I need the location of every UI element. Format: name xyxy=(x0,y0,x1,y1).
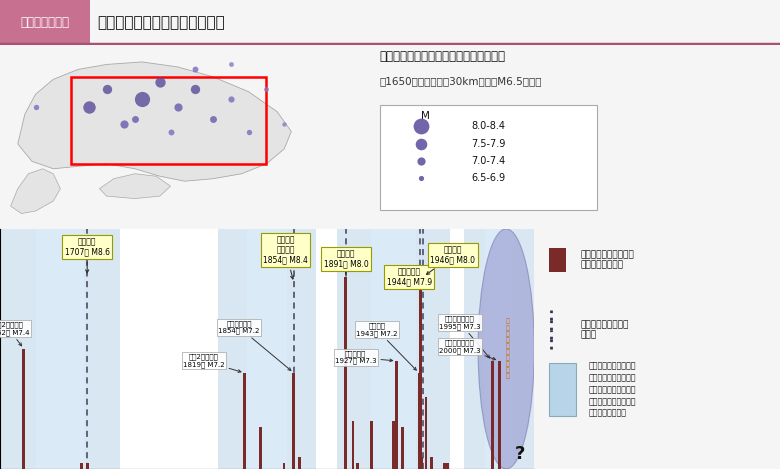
Text: 領域内で発生した地震
高さはＭの大きさ: 領域内で発生した地震 高さはＭの大きさ xyxy=(581,250,635,270)
Point xyxy=(118,121,130,128)
Bar xyxy=(417,373,420,469)
Text: 東南海，南海地震の
発生年: 東南海，南海地震の 発生年 xyxy=(581,320,629,340)
Text: （1650年以降，深さ30km以浅，M6.5以上）: （1650年以降，深さ30km以浅，M6.5以上） xyxy=(380,76,542,86)
Polygon shape xyxy=(18,62,291,181)
Text: 兵庫県南部地震
1995年 M7.3: 兵庫県南部地震 1995年 M7.3 xyxy=(439,315,490,358)
Text: 鳥取県西部地震
2000年 M7.3: 鳥取県西部地震 2000年 M7.3 xyxy=(439,340,495,360)
Point xyxy=(154,78,166,85)
Bar xyxy=(491,361,494,469)
Bar xyxy=(23,349,25,469)
Text: 次
期
東
南
海
・
南
海
地
震: 次 期 東 南 海 ・ 南 海 地 震 xyxy=(505,319,509,379)
Bar xyxy=(424,397,427,469)
Bar xyxy=(370,421,373,469)
Point xyxy=(136,96,148,103)
Bar xyxy=(292,373,296,469)
Bar xyxy=(243,373,246,469)
Point xyxy=(415,140,427,147)
Bar xyxy=(298,457,301,469)
Bar xyxy=(431,457,433,469)
Bar xyxy=(352,421,354,469)
Text: 昭和南海
1946年 M8.0: 昭和南海 1946年 M8.0 xyxy=(427,245,475,274)
Bar xyxy=(247,229,287,469)
Bar xyxy=(395,361,398,469)
Point xyxy=(30,103,42,110)
Text: 6.5-6.9: 6.5-6.9 xyxy=(471,174,505,183)
Text: 昭和東南海
1944年 M7.9: 昭和東南海 1944年 M7.9 xyxy=(387,267,431,287)
Text: 北丹後地震
1927年 M7.3: 北丹後地震 1927年 M7.3 xyxy=(335,350,392,364)
Text: 寛文2年の地震
1662年 M7.4: 寛文2年の地震 1662年 M7.4 xyxy=(0,321,29,346)
Bar xyxy=(401,427,403,469)
Point xyxy=(189,66,201,73)
FancyBboxPatch shape xyxy=(0,0,90,45)
Point xyxy=(261,85,273,93)
Point xyxy=(172,103,184,110)
Text: 文政2年の地震
1819年 M7.2: 文政2年の地震 1819年 M7.2 xyxy=(183,354,241,372)
Point xyxy=(415,157,427,165)
Text: M: M xyxy=(421,111,431,121)
Point xyxy=(243,128,255,135)
Bar xyxy=(549,248,566,272)
Text: 西日本の内陸で発生した地震の震央分布: 西日本の内陸で発生した地震の震央分布 xyxy=(380,50,505,63)
Point xyxy=(415,122,427,130)
Bar xyxy=(259,427,261,469)
Text: 7.0-7.4: 7.0-7.4 xyxy=(471,156,505,166)
Bar xyxy=(71,77,267,164)
Bar xyxy=(282,463,285,469)
Text: 鳥取地震
1943年 M7.2: 鳥取地震 1943年 M7.2 xyxy=(356,323,417,370)
Point xyxy=(415,175,427,182)
Bar xyxy=(356,463,359,469)
Text: 東南海，南海地震の発
生前後に，内陸の地震
活動が活発化している
と想定される概ねの期
間（約６０年間）: 東南海，南海地震の発 生前後に，内陸の地震 活動が活発化している と想定される概… xyxy=(588,362,636,418)
FancyBboxPatch shape xyxy=(380,106,597,210)
Bar xyxy=(420,457,424,469)
Point xyxy=(129,115,141,123)
Ellipse shape xyxy=(478,229,534,469)
Text: 伊賀上野地震
1854年 M7.2: 伊賀上野地震 1854年 M7.2 xyxy=(218,320,291,371)
Polygon shape xyxy=(100,174,171,198)
Point xyxy=(189,85,201,93)
Text: 図２－３－４７: 図２－３－４７ xyxy=(20,16,69,29)
Bar xyxy=(464,229,534,469)
Bar xyxy=(218,229,317,469)
Bar xyxy=(80,463,83,469)
Bar xyxy=(338,229,450,469)
Bar xyxy=(0,229,119,469)
Text: 安政東海
安政南海
1854年 M8.4: 安政東海 安政南海 1854年 M8.4 xyxy=(263,235,308,279)
Text: 8.0-8.4: 8.0-8.4 xyxy=(471,121,505,131)
Text: ?: ? xyxy=(515,445,526,463)
Point xyxy=(225,96,237,103)
Text: 7.5-7.9: 7.5-7.9 xyxy=(471,139,505,149)
Bar xyxy=(345,277,347,469)
Bar xyxy=(86,463,89,469)
Bar xyxy=(392,421,395,469)
Point xyxy=(225,61,237,68)
Bar xyxy=(443,463,445,469)
Point xyxy=(83,103,95,110)
Point xyxy=(278,121,290,128)
Bar xyxy=(36,229,83,469)
Bar xyxy=(498,361,501,469)
Bar xyxy=(485,229,513,469)
Bar xyxy=(445,463,448,469)
Bar xyxy=(549,363,576,416)
Text: 西日本の内陸における地震活動: 西日本の内陸における地震活動 xyxy=(98,15,225,30)
Text: 宝永地震
1707年 M8.6: 宝永地震 1707年 M8.6 xyxy=(65,237,110,273)
Polygon shape xyxy=(11,169,60,213)
Bar xyxy=(371,229,417,469)
Text: 濃尾地震
1891年 M8.0: 濃尾地震 1891年 M8.0 xyxy=(324,249,368,274)
Bar xyxy=(419,289,422,469)
Point xyxy=(207,115,219,123)
Point xyxy=(101,85,113,93)
Point xyxy=(165,128,177,135)
